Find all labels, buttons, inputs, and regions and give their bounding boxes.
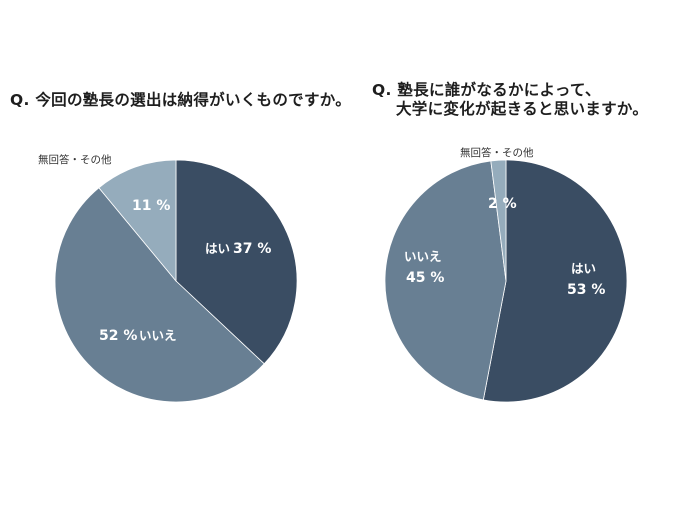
chart2-title-line2: 大学に変化が起きると思いますか。 [396, 100, 649, 118]
chart1-slice-other [98, 159, 177, 283]
chart1-value-other: 11 % [132, 198, 170, 214]
chart2-title-line1: Q. 塾長に誰がなるかによって、 [372, 81, 601, 99]
chart2-value-other: 2 % [488, 196, 517, 212]
chart2-value-no: 45 % [406, 270, 444, 286]
chart2-slice-no [384, 160, 507, 401]
chart2-label-other: 無回答・その他 [460, 146, 534, 159]
chart2-title: Q. 塾長に誰がなるかによって、 大学に変化が起きると思いますか。 [372, 81, 648, 119]
chart1-label-other: 無回答・その他 [38, 153, 112, 166]
chart1-value-yes: 37 % [233, 241, 271, 257]
chart2-label-no: いいえ [404, 249, 442, 264]
chart2-value-yes: 53 % [567, 282, 605, 298]
chart2-slice-other [490, 159, 507, 282]
chart1-title: Q. 今回の塾長の選出は納得がいくものですか。 [10, 91, 352, 109]
chart1-slice-no [54, 187, 265, 403]
chart1-label-no: いいえ [139, 328, 177, 343]
chart1-slice-yes [175, 159, 298, 365]
chart1-value-no: 52 % [99, 328, 137, 344]
chart2-slice-yes [482, 159, 628, 403]
chart2-pie [384, 159, 628, 403]
chart2-label-yes: はい [571, 261, 596, 276]
chart1-label-yes: はい [205, 241, 230, 256]
chart1-pie [54, 159, 298, 403]
